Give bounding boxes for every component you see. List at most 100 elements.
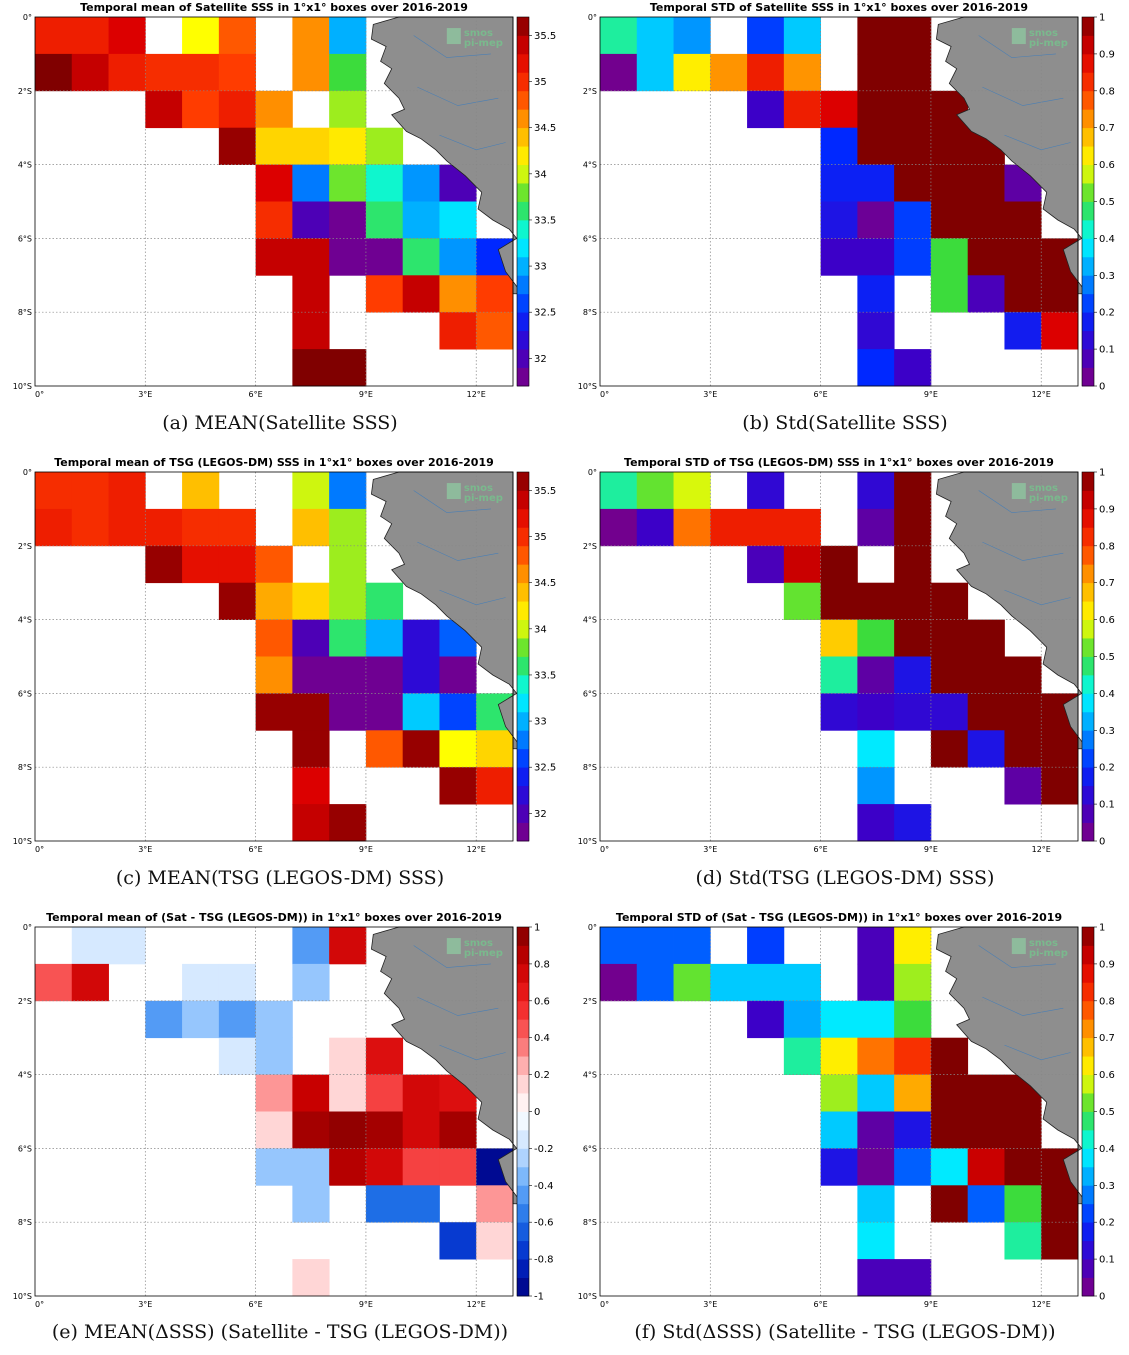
heatmap-cell [255,201,293,239]
y-tick-label: 2°S [18,997,32,1006]
heatmap-cell [329,1037,367,1075]
heatmap-cell [255,90,293,129]
heatmap-cell [783,53,822,92]
heatmap-cell [255,1148,293,1186]
heatmap-cell [857,1185,895,1223]
chart-title: Temporal STD of (Sat - TSG (LEGOS-DM)) i… [616,911,1062,924]
panel-e: Temporal mean of (Sat - TSG (LEGOS-DM)) … [0,910,560,1355]
colorbar-tick-label: 0.7 [1099,578,1115,589]
colorbar-tick-label: 0.8 [1099,996,1115,1007]
colorbar-tick-label: 33 [534,717,547,728]
heatmap-cell [439,730,477,768]
x-tick-label: 3°E [138,845,152,854]
heatmap-cell [894,1000,932,1039]
heatmap-cell [1004,275,1042,313]
heatmap-cell [292,201,330,239]
colorbar-tick-label: 34.5 [534,123,556,134]
heatmap-cell [857,1259,895,1297]
caption-e: (e) MEAN(ΔSSS) (Satellite - TSG (LEGOS-D… [51,1321,509,1343]
y-tick-label: 10°S [13,1292,32,1301]
heatmap-cell [255,1000,293,1039]
heatmap-cell [600,927,638,965]
heatmap-cell [600,53,638,92]
heatmap-cell [857,127,895,165]
heatmap-cell [255,1074,293,1112]
heatmap-cell [329,582,367,620]
heatmap-cell [930,238,969,276]
grid-lines [600,927,1078,1296]
heatmap-cell [1041,312,1079,350]
heatmap-cell [476,1185,514,1223]
chart-title: Temporal mean of Satellite SSS in 1°x1° … [80,1,468,14]
river-line [413,490,491,513]
colorbar-tick-label: 34 [534,624,547,635]
colorbar: 0 0.1 0.2 0.3 0.4 0.5 0.6 0.7 0.8 0.9 1 [1081,468,1115,848]
heatmap-cell [673,963,711,1002]
heatmap-cell [1041,1185,1079,1223]
x-tick-label: 0° [600,845,609,854]
heatmap-cell [857,164,895,202]
y-tick-label: 10°S [578,1292,597,1301]
heatmap-cell [439,238,477,276]
heatmap-cell [673,508,711,547]
x-tick-label: 12°E [467,1300,486,1309]
x-tick-label: 9°E [359,1300,373,1309]
x-tick-label: 3°E [138,1300,152,1309]
heatmap-cell [600,17,638,55]
heatmap-cell [783,545,822,584]
river-line [978,490,1056,513]
heatmap-cell [218,1000,257,1039]
x-tick-label: 3°E [703,845,717,854]
y-tick-label: 10°S [578,837,597,846]
heatmap-cell [894,127,932,165]
heatmap-cell [329,472,367,510]
colorbar-tick-label: 0.7 [1099,123,1115,134]
heatmap-cell [930,201,969,239]
heatmap-cell [71,508,109,547]
heatmap-cell [292,656,330,694]
x-tick-label: 12°E [1032,1300,1051,1309]
heatmap-cell [820,90,858,129]
colorbar-tick-label: 0.2 [1099,1218,1115,1229]
heatmap-cell [894,472,932,510]
colorbar-tick-label: 34 [534,169,547,180]
heatmap-cell [967,1074,1005,1112]
heatmap-cell [292,53,330,92]
river-line [982,996,1064,1016]
heatmap-cell [292,1259,330,1297]
heatmap-cell [747,17,785,55]
svg-text:pi-mep: pi-mep [1029,493,1068,504]
x-tick-label: 0° [600,1300,609,1309]
grid-lines [35,472,513,841]
heatmap-cell [600,963,638,1002]
heatmap-cell [71,17,109,55]
heatmap-cell [1004,312,1042,350]
heatmap-cell [857,1111,895,1149]
heatmap-cell [1004,1148,1042,1186]
colorbar-tick-label: 0.2 [1099,763,1115,774]
heatmap-cell [930,730,969,768]
colorbar-tick-label: 0.1 [1099,1255,1115,1266]
heatmap-cell [820,1111,858,1149]
heatmap-cell [930,619,969,657]
heatmap-cell [857,804,895,842]
heatmap-cell [108,472,146,510]
caption-b: (b) Std(Satellite SSS) [742,412,948,434]
heatmap-cell [857,1148,895,1186]
heatmap-cell [35,963,73,1002]
y-tick-label: 4°S [18,161,32,170]
heatmap-cell [439,201,477,239]
caption-f: (f) Std(ΔSSS) (Satellite - TSG (LEGOS-DM… [634,1321,1056,1343]
heatmap-cell [71,472,109,510]
heatmap-cell [747,472,785,510]
colorbar-tick-label: 0 [1099,837,1105,848]
colorbar-tick-label: 35 [534,77,547,88]
heatmap-cell [255,582,293,620]
heatmap-cell [402,275,440,313]
panel-d: Temporal STD of TSG (LEGOS-DM) SSS in 1°… [565,455,1125,900]
heatmap-cell [255,127,293,165]
heatmap-cell [967,275,1005,313]
heatmap-cell [710,508,748,547]
heatmap-cell [292,1185,330,1223]
